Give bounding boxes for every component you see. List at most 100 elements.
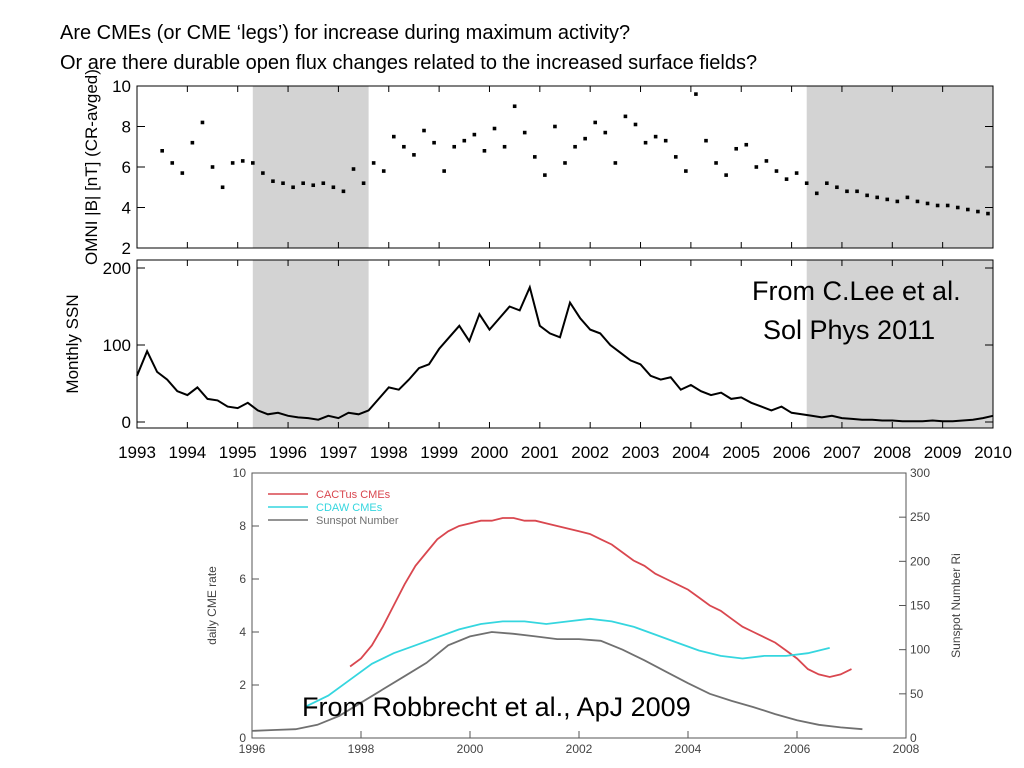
cme-xtick-label: 2002 (566, 742, 593, 756)
omni-point (412, 153, 416, 157)
omni-point (210, 165, 215, 169)
cme-ylabel: daily CME rate (205, 566, 219, 645)
cme-xtick-label: 1996 (239, 742, 266, 756)
omni-shade-1 (806, 86, 993, 248)
omni-point (512, 104, 517, 109)
omni-point (955, 205, 960, 210)
omni-point (764, 159, 769, 163)
cme-xtick-label: 2004 (675, 742, 702, 756)
cme-legend-label: CACTus CMEs (316, 489, 391, 501)
cme-ytick-label: 2 (239, 678, 246, 692)
ssn-xtick-label: 2005 (722, 443, 760, 462)
ssn-shade-1 (806, 260, 993, 428)
ssn-xtick-label: 2000 (471, 443, 509, 462)
ssn-xtick-label: 2008 (873, 443, 911, 462)
omni-point (673, 155, 678, 159)
ssn-panel: 0 100 200 1993 1994 1995 1996 1997 1998 1999 2000 2… (63, 259, 1012, 462)
omni-ytick-label: 2 (122, 239, 131, 258)
omni-point (976, 209, 980, 214)
omni-point (522, 130, 527, 135)
omni-point (915, 199, 920, 204)
omni-point (271, 179, 275, 183)
omni-point (230, 161, 235, 165)
ssn-ylabel: Monthly SSN (63, 294, 82, 393)
cme-xtick-label: 1998 (348, 742, 375, 756)
omni-point (281, 181, 285, 185)
cme-y2tick-label: 250 (910, 510, 930, 524)
ssn-xtick-label: 1999 (420, 443, 458, 462)
ssn-xtick-label: 1998 (370, 443, 408, 462)
omni-point (986, 211, 990, 216)
omni-point (744, 142, 749, 147)
omni-point (402, 144, 406, 149)
omni-point (684, 169, 688, 173)
ssn-xtick-label: 1994 (168, 443, 206, 462)
ssn-xtick-label: 2003 (622, 443, 660, 462)
cme-y2label: Sunspot Number Ri (949, 553, 963, 658)
omni-point (714, 161, 718, 165)
ssn-xtick-label: 2004 (672, 443, 710, 462)
omni-point (452, 144, 457, 149)
omni-point (905, 195, 910, 200)
cme-y2tick-label: 300 (910, 466, 930, 480)
cme-y2tick-label: 200 (910, 554, 930, 568)
ssn-xtick-label: 2006 (773, 443, 811, 462)
ssn-frame (136, 259, 994, 429)
omni-point (835, 185, 839, 190)
omni-point (663, 138, 668, 143)
omni-point (371, 161, 376, 165)
omni-point (694, 92, 698, 96)
omni-point (543, 173, 547, 177)
omni-point (361, 181, 366, 185)
omni-point (734, 146, 738, 151)
omni-point (583, 136, 587, 141)
omni-ylabel: OMNI |B| [nT] (CR-avged) (82, 69, 101, 265)
cme-ytick-label: 4 (239, 625, 246, 639)
cme-xtick-label: 2000 (457, 742, 484, 756)
cme-legend-label: Sunspot Number (316, 515, 399, 527)
ssn-xtick-label: 1996 (269, 443, 307, 462)
cme-series-sunspot-number (251, 631, 863, 732)
omni-point (895, 199, 900, 204)
omni-point (875, 195, 879, 200)
omni-point (392, 134, 396, 139)
omni-point (220, 185, 225, 190)
omni-point (482, 149, 487, 153)
cme-y2tick-label: 100 (910, 643, 930, 657)
omni-point (251, 161, 255, 165)
omni-point (422, 128, 426, 133)
omni-point (603, 130, 608, 135)
omni-point (643, 140, 648, 145)
omni-point (935, 203, 940, 208)
omni-point (442, 169, 446, 173)
cme-ytick-label: 0 (239, 731, 246, 745)
omni-point (240, 159, 245, 163)
omni-point (180, 171, 185, 175)
omni-point (462, 138, 467, 143)
omni-point (613, 161, 618, 165)
omni-point (573, 144, 577, 149)
omni-ytick-label: 6 (122, 158, 131, 177)
omni-point (925, 201, 930, 206)
omni-point (170, 161, 175, 165)
omni-ytick-label: 4 (122, 199, 131, 218)
omni-panel: 2 4 6 8 10 OMNI |B| [nT] (CR-avged) (82, 69, 994, 265)
ssn-xtick-label: 2002 (571, 443, 609, 462)
ssn-ytick-label: 0 (122, 413, 131, 432)
omni-point (865, 193, 869, 198)
omni-point (160, 149, 164, 153)
cme-ytick-label: 8 (239, 519, 246, 533)
cme-ytick-label: 6 (239, 572, 246, 586)
omni-point (885, 197, 890, 202)
omni-point (301, 181, 305, 185)
omni-point (311, 183, 316, 188)
omni-point (825, 181, 829, 185)
omni-point (432, 140, 436, 145)
omni-point (754, 165, 759, 169)
omni-point (341, 189, 346, 194)
omni-point (190, 140, 195, 145)
ssn-shade-0 (252, 260, 369, 428)
omni-point (623, 114, 628, 119)
omni-point (502, 144, 507, 149)
